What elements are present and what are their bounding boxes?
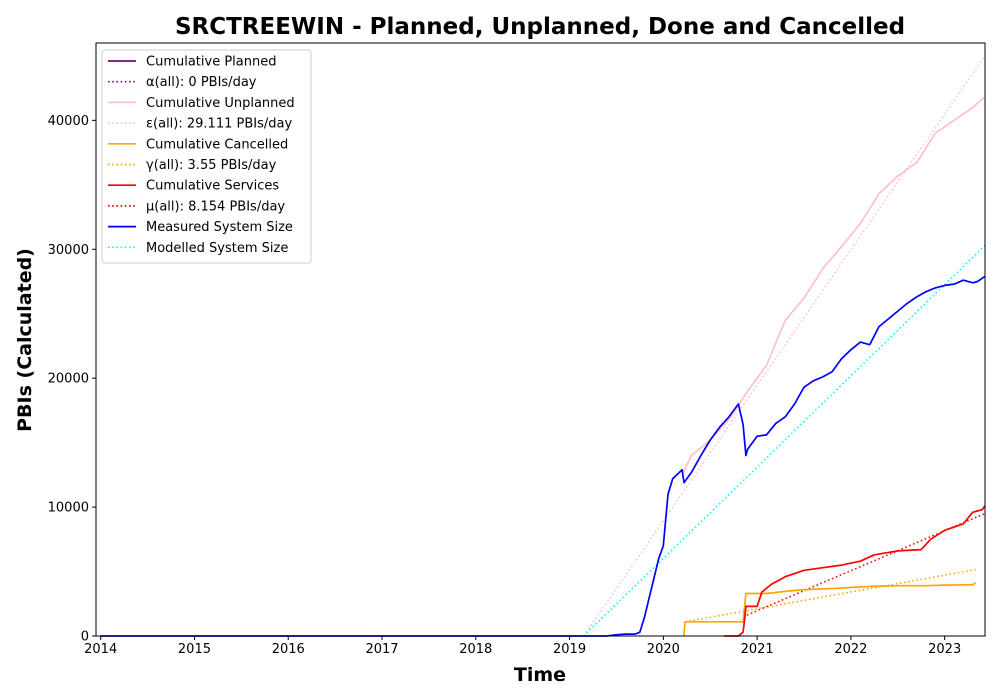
legend-entry-label: Cumulative Planned <box>146 55 276 70</box>
y-tick-label: 30000 <box>48 243 89 258</box>
x-tick-label: 2022 <box>834 642 867 657</box>
legend-entry-label: Cumulative Unplanned <box>146 96 295 111</box>
series-line-cumulative-services <box>724 505 986 637</box>
y-axis-ticks: 0 10000 20000 30000 40000 <box>48 114 96 645</box>
legend-entry-label: ε(all): 29.111 PBIs/day <box>146 117 292 132</box>
legend-entry-label: Cumulative Cancelled <box>146 137 288 152</box>
x-tick-label: 2014 <box>84 642 117 657</box>
x-tick-label: 2018 <box>459 642 492 657</box>
legend-entry-label: Modelled System Size <box>146 241 288 256</box>
series-line-all-3-55-pbis-day <box>684 568 976 623</box>
y-axis-label: PBIs (Calculated) <box>14 248 36 432</box>
legend: Cumulative Planned α(all): 0 PBIs/day Cumu… <box>101 49 312 264</box>
x-axis-label: Time <box>514 664 566 686</box>
series-line-cumulative-cancelled <box>683 581 977 637</box>
y-tick-label: 20000 <box>48 372 89 387</box>
plot-frame <box>95 42 986 637</box>
legend-box <box>101 49 312 264</box>
x-tick-label: 2016 <box>272 642 305 657</box>
x-tick-label: 2017 <box>365 642 398 657</box>
series-line-cumulative-unplanned <box>681 96 985 476</box>
legend-entry-label: μ(all): 8.154 PBIs/day <box>146 199 285 214</box>
x-tick-label: 2021 <box>741 642 774 657</box>
y-tick-label: 0 <box>81 630 89 645</box>
legend-entry-label: α(all): 0 PBIs/day <box>146 75 257 90</box>
legend-entry-label: γ(all): 3.55 PBIs/day <box>146 158 277 173</box>
x-tick-label: 2023 <box>928 642 961 657</box>
y-tick-label: 10000 <box>48 501 89 516</box>
legend-entry-label: Measured System Size <box>146 220 293 235</box>
x-axis-ticks: 2014 2015 2016 2017 2018 2019 2020 2021 2022 2023 <box>84 636 961 657</box>
x-tick-label: 2020 <box>647 642 680 657</box>
series-line-modelled-system-size <box>583 244 986 637</box>
chart-title: SRCTREEWIN - Planned, Unplanned, Done an… <box>175 14 905 40</box>
x-tick-label: 2019 <box>553 642 586 657</box>
y-tick-label: 40000 <box>48 114 89 129</box>
x-tick-label: 2015 <box>178 642 211 657</box>
series-line-measured-system-size <box>100 275 986 637</box>
plot-area <box>100 55 986 637</box>
legend-entry-label: Cumulative Services <box>146 179 279 194</box>
